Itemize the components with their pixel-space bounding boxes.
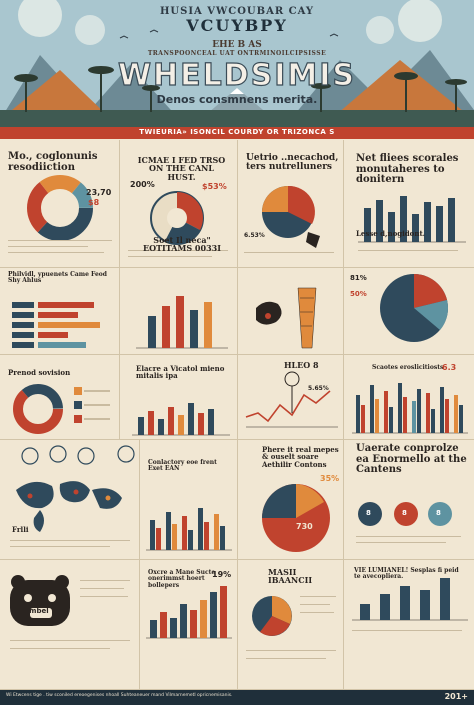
- section-6: Soet Il neca" EOTITAMS 0033I: [120, 236, 238, 355]
- section-7-pie: [380, 274, 448, 342]
- footer-bar: [0, 690, 474, 705]
- section-3-pie: [244, 185, 334, 253]
- section-14-stat-3: 8: [436, 509, 441, 517]
- section-12: Conlactory eoe frent Exet EAN: [140, 440, 238, 560]
- section-17-pie: [246, 596, 336, 659]
- section-16-title: Oxcre a Mane Sucte onerimmst hoert bolle…: [148, 569, 216, 589]
- section-11-bar-chart: [352, 383, 468, 434]
- section-18: VIE LUMIANEL! Sesplas fi peid te avecopl…: [344, 560, 474, 690]
- section-8-donut: [13, 384, 110, 434]
- page-title: WHELDSIMIS: [117, 57, 357, 93]
- section-1: Mo., coglonunis resodiiction 23,70 $8: [0, 140, 120, 268]
- section-17: MASII IBAANCII: [238, 560, 344, 690]
- banner-strip: [0, 127, 474, 139]
- section-4: Net fliees scorales monutaheres to donit…: [344, 140, 474, 268]
- section-5-title: Philvidl, ypuenets Came Feod Shy Ahlus: [8, 271, 107, 285]
- section-2-pct: 200%: [130, 180, 155, 189]
- section-16: Oxcre a Mane Sucte onerimmst hoert bolle…: [140, 560, 238, 690]
- header-kicker-1: HUSIA VWCOUBAR CAY: [159, 6, 315, 17]
- section-15-title: Frlli: [12, 525, 29, 534]
- section-11-value: 6.3: [442, 363, 457, 372]
- footer-year: 201+: [444, 692, 468, 701]
- section-13-value: 730: [296, 522, 313, 531]
- mascot-badge: Timbel: [22, 607, 49, 615]
- section-14-stat-1: 8: [366, 509, 371, 517]
- section-2-title: ICMAE I FED TRSO ON THE CANL HUST.: [137, 155, 226, 182]
- section-10-title: HLEO 8: [284, 360, 319, 370]
- section-10-value: 5.65%: [308, 385, 329, 392]
- section-7-value-1: 81%: [350, 274, 367, 282]
- section-1-title: Mo., coglonunis resodiiction: [8, 151, 98, 173]
- section-17-title: MASII IBAANCII: [268, 567, 313, 586]
- mascot-illustration: [10, 575, 130, 649]
- section-16-bar-chart: [146, 586, 232, 639]
- section-13-pct: 35%: [320, 474, 340, 483]
- section-14-stat-2: 8: [402, 509, 407, 517]
- section-3: Uetrio ..necachod, ters nutrelluners 6.5…: [238, 140, 344, 268]
- section-1-value: 23,70: [86, 188, 112, 197]
- section-8: Prenod sovision: [0, 355, 120, 440]
- section-4-title: Net fliees scorales monutaheres to donit…: [356, 153, 459, 185]
- section-13: Phere it real mepes & ouselt soare Aethi…: [238, 440, 344, 560]
- section-4-bar-chart: [358, 196, 466, 251]
- section-13-title: Phere it real mepes & ouselt soare Aethi…: [262, 445, 339, 469]
- section-8-title: Prenod sovision: [8, 368, 71, 377]
- section-9: Elacre a Vicatol mieno mitalis ipa: [120, 355, 238, 440]
- section-13-pie: [262, 484, 330, 552]
- section-12-title: Conlactory eoe frent Exet EAN: [148, 459, 217, 473]
- section-3-value: 6.53%: [244, 232, 265, 239]
- section-6b: [238, 268, 344, 355]
- section-10: HLEO 8 5.65%: [238, 355, 344, 440]
- header-illustration: HUSIA VWCOUBAR CAY VCUYBPY EHE B AS TRAN…: [0, 0, 474, 130]
- section-6-title: Soet Il neca" EOTITAMS 0033I: [143, 235, 221, 254]
- section-18-bar-chart: [352, 578, 468, 631]
- section-15: Frlli Timbel: [0, 526, 140, 690]
- section-1-value-2: $8: [88, 198, 100, 207]
- footer-note: Wi Etwcens tige . tiw sconiled ereoegeni…: [6, 693, 233, 698]
- header-kicker-3: EHE B AS: [212, 40, 262, 50]
- section-2: ICMAE I FED TRSO ON THE CANL HUST. 200% …: [120, 140, 238, 268]
- section-7-title: Lesse d,nogidont.: [356, 229, 426, 238]
- section-1-donut: [8, 175, 112, 253]
- header-kicker-4: TRANSPOONCEAL UAT ONTRMINOILCIPSISSE: [147, 50, 327, 57]
- section-7-value-2: 50%: [350, 290, 367, 298]
- section-14: Uaerate conprolze ea Enormello at the Ca…: [344, 440, 474, 560]
- section-5: Philvidl, ypuenets Came Feod Shy Ahlus: [0, 268, 120, 355]
- section-2-pie: [128, 191, 228, 257]
- landscape-illustration: [0, 0, 474, 130]
- map-illustration: [256, 287, 317, 349]
- section-16-pct: 19%: [212, 570, 232, 579]
- banner-text: TWIEURIA» ISONCIL COURDY OR TRIZONCA S: [139, 128, 335, 136]
- section-12-bar-chart: [146, 508, 232, 551]
- section-18-title: VIE LUMIANEL! Sesplas fi peid te avecopl…: [354, 567, 459, 581]
- section-3-title: Uetrio ..necachod, ters nutrelluners: [246, 153, 339, 173]
- page-subtitle: Denos consmnens merita.: [156, 93, 318, 106]
- section-9-title: Elacre a Vicatol mieno mitalis ipa: [136, 364, 225, 381]
- section-world-map: [0, 440, 140, 560]
- section-2-value: $53%: [202, 182, 227, 191]
- world-map-illustration: [10, 445, 135, 547]
- section-5-hbar-chart: [12, 302, 100, 348]
- section-9-bar-chart: [132, 403, 230, 436]
- section-11: Scaotes eroslicitiosts 6.3: [344, 355, 474, 440]
- section-14-title: Uaerate conprolze ea Enormello at the Ca…: [356, 443, 467, 475]
- header-kicker-2: VCUYBPY: [186, 16, 288, 35]
- section-10-line-chart: [245, 371, 338, 428]
- section-14-stat-circles: [356, 502, 461, 543]
- section-7: Lesse d,nogidont. 81% 50%: [344, 230, 474, 355]
- section-11-title: Scaotes eroslicitiosts: [372, 364, 444, 371]
- section-6-bar-chart: [136, 296, 228, 349]
